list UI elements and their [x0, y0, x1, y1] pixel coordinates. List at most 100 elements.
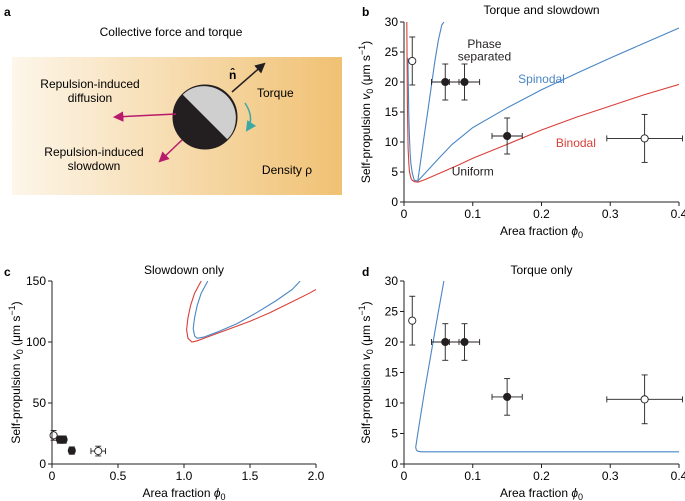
y-tick-label: 100 — [26, 335, 46, 349]
filled-marker — [503, 131, 512, 141]
x-tick-label: 0.5 — [110, 469, 127, 483]
y-tick-label: 25 — [385, 305, 399, 319]
n-hat-symbol: n̂ — [229, 67, 236, 82]
chart-title-c: Slowdown only — [144, 263, 224, 277]
filled-marker — [460, 337, 469, 347]
y-tick-label: 50 — [33, 396, 47, 410]
x-label-text: Area fraction — [142, 486, 213, 500]
binodal-line-c-0 — [186, 281, 316, 343]
panel-a-label: a — [4, 5, 11, 19]
y-label-unit: (μm s — [9, 316, 23, 350]
spinodal-line-c-1 — [192, 281, 301, 339]
open-marker — [408, 316, 417, 325]
x-tick-label: 0 — [49, 469, 56, 483]
plot-area-c — [186, 281, 316, 343]
y-tick-label: 20 — [385, 75, 399, 89]
y-label-superscript: −1 — [357, 45, 367, 55]
x-label-symbol: ϕ — [571, 486, 578, 500]
x-tick-label: 2.0 — [308, 469, 325, 483]
x-label-text: Area fraction — [500, 486, 571, 500]
y-label-subscript: 0 — [365, 89, 375, 94]
torque-arrow — [244, 102, 257, 132]
y-tick-label: 15 — [385, 105, 399, 119]
y-axis-label-c: Self-propulsion v0 (μm s−1) — [7, 301, 25, 443]
orientation-arrow — [231, 62, 266, 93]
x-label-subscript: 0 — [221, 492, 226, 501]
x-tick-label: 0.4 — [671, 207, 685, 221]
binodal-line-b-2 — [406, 22, 679, 183]
data-point-c-4 — [90, 445, 106, 457]
x-axis-label-b: Area fraction ϕ0 — [500, 224, 583, 240]
y-tick-label: 0 — [39, 457, 46, 471]
y-tick-label: 10 — [385, 396, 399, 410]
spinodal-line-b-0 — [407, 27, 679, 182]
y-label-subscript: 0 — [365, 349, 375, 354]
data-point-c-3 — [67, 446, 76, 455]
data-point-d-2 — [448, 323, 481, 361]
open-marker — [94, 447, 103, 456]
x-tick-label: 0 — [401, 469, 408, 483]
x-tick-label: 0.2 — [533, 469, 550, 483]
x-axis-label-c: Area fraction ϕ0 — [142, 486, 225, 501]
slowdown-arrow — [158, 139, 183, 163]
y-axis-label-d: Self-propulsion v0 (μm s−1) — [357, 301, 375, 443]
x-tick-label: 1.0 — [176, 469, 193, 483]
data-point-b-3 — [491, 117, 523, 155]
plot-area-d — [415, 281, 679, 453]
y-tick-label: 25 — [385, 45, 399, 59]
annotation-b-4: Uniform — [452, 165, 494, 179]
y-tick-label: 20 — [385, 335, 399, 349]
x-tick-label: 1.5 — [242, 469, 259, 483]
y-label-text: Self-propulsion — [359, 360, 373, 443]
filled-marker — [67, 446, 76, 455]
data-point-b-2 — [448, 63, 481, 101]
janus-particle — [172, 84, 238, 150]
x-label-symbol: ϕ — [571, 224, 578, 238]
slowdown-label-line2: slowdown — [68, 159, 121, 173]
plot-area-b — [406, 22, 679, 183]
filled-marker — [441, 77, 450, 87]
y-label-symbol: v — [359, 353, 373, 360]
y-tick-label: 150 — [26, 274, 46, 288]
data-point-b-0 — [408, 36, 417, 86]
annotation-b-2: Spinodal — [518, 72, 565, 86]
x-tick-label: 0.3 — [602, 469, 619, 483]
open-marker — [640, 134, 649, 143]
x-tick-label: 0.2 — [533, 207, 550, 221]
x-tick-label: 0.1 — [464, 207, 481, 221]
panel-d-label: d — [362, 265, 369, 279]
x-axis-label-d: Area fraction ϕ0 — [500, 486, 583, 501]
slowdown-label-line1: Repulsion-induced — [44, 145, 143, 159]
density-label: Density ρ — [262, 163, 312, 177]
annotation-b-0: Phase — [467, 37, 501, 51]
x-label-subscript: 0 — [578, 230, 583, 240]
filled-marker — [59, 435, 68, 444]
x-label-text: Area fraction — [500, 224, 571, 238]
open-marker — [49, 431, 58, 440]
open-marker — [640, 395, 649, 404]
y-tick-label: 5 — [391, 165, 398, 179]
diffusion-arrow — [112, 111, 177, 122]
y-label-symbol: v — [9, 353, 23, 360]
panel-b-label: b — [362, 5, 369, 19]
y-label-close: ) — [9, 301, 23, 305]
y-label-text: Self-propulsion — [359, 100, 373, 183]
panel-c: c Slowdown only 0 0.5 1.0 1.5 2.0 0 50 100 150 Are… — [4, 263, 325, 501]
y-label-symbol: v — [359, 93, 373, 100]
y-label-close: ) — [359, 301, 373, 305]
y-label-subscript: 0 — [15, 349, 25, 354]
data-point-b-4 — [606, 113, 683, 163]
x-tick-label: 0.3 — [602, 207, 619, 221]
y-label-close: ) — [359, 41, 373, 45]
y-tick-label: 5 — [391, 427, 398, 441]
data-point-d-4 — [606, 374, 683, 425]
x-label-symbol: ϕ — [214, 486, 221, 500]
data-point-b-1 — [431, 63, 460, 101]
panel-a-title: Collective force and torque — [100, 25, 243, 39]
y-label-superscript: −1 — [7, 305, 17, 315]
spinodal-line-d-0 — [415, 281, 679, 453]
data-point-c-2 — [59, 435, 68, 444]
y-tick-label: 30 — [385, 274, 399, 288]
annotation-b-3: Binodal — [556, 136, 596, 150]
